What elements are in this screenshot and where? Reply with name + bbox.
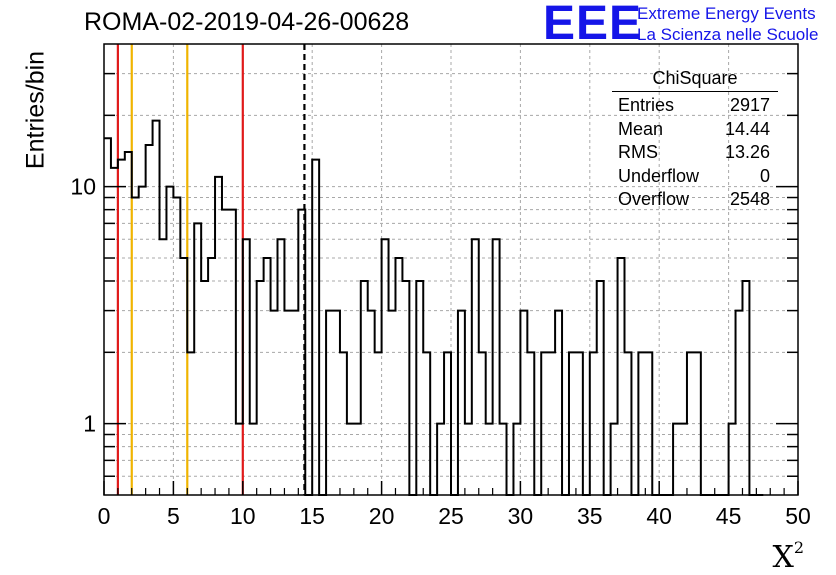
- stats-row-rms: RMS 13.26: [612, 141, 778, 165]
- stats-value: 2548: [729, 189, 770, 209]
- histogram-line: [104, 119, 764, 496]
- x-axis-label-superscript: 2: [793, 538, 804, 557]
- x-tick-label: 45: [716, 503, 742, 529]
- x-tick-label: 10: [230, 503, 256, 529]
- stats-row-entries: Entries 2917: [612, 94, 778, 118]
- x-tick-label: 30: [508, 503, 534, 529]
- stats-row-overflow: Overflow 2548: [612, 188, 778, 212]
- x-tick-label: 40: [646, 503, 672, 529]
- stats-value: 0: [759, 165, 770, 186]
- stats-box: ChiSquare Entries 2917 Mean 14.44 RMS 13.26…: [612, 68, 778, 212]
- x-tick-label: 15: [299, 503, 325, 529]
- stats-value: 13.26: [724, 142, 770, 162]
- logo-line-2: La Scienza nelle Scuole: [637, 25, 819, 44]
- stats-value: 14.44: [724, 118, 770, 139]
- x-tick-label: 50: [785, 503, 811, 529]
- y-tick-label: 10: [70, 174, 96, 200]
- stats-row-mean: Mean 14.44: [612, 118, 778, 142]
- eee-logo: EEE: [543, 0, 643, 50]
- x-axis-label: X2: [772, 538, 804, 575]
- axis-ticks: [103, 72, 799, 495]
- stats-label: Mean: [618, 118, 664, 139]
- x-tick-label: 25: [438, 503, 464, 529]
- stats-label: RMS: [618, 142, 658, 162]
- stats-label: Underflow: [618, 165, 700, 186]
- y-tick-label: 1: [83, 411, 96, 437]
- y-axis-label: Entries/bin: [21, 50, 50, 170]
- reference-lines: [116, 44, 306, 495]
- x-tick-label: 5: [167, 503, 180, 529]
- x-tick-label: 20: [369, 503, 395, 529]
- x-tick-label: 0: [98, 503, 111, 529]
- x-axis-label-base: X: [772, 540, 794, 575]
- x-tick-label: 35: [577, 503, 603, 529]
- stats-label: Overflow: [618, 189, 690, 209]
- x-tick-labels: 0 5 10 15 20 25 30 35 40 45 50: [98, 503, 811, 529]
- y-tick-labels: 1 10: [70, 174, 96, 437]
- grid-lines: [104, 44, 798, 495]
- chart-title: ROMA-02-2019-04-26-00628: [84, 8, 410, 36]
- stats-row-underflow: Underflow 0: [612, 165, 778, 189]
- stats-value: 2917: [729, 95, 770, 115]
- stats-title: ChiSquare: [612, 68, 778, 92]
- stats-label: Entries: [618, 95, 675, 115]
- logo-line-1: Extreme Energy Events: [637, 4, 816, 23]
